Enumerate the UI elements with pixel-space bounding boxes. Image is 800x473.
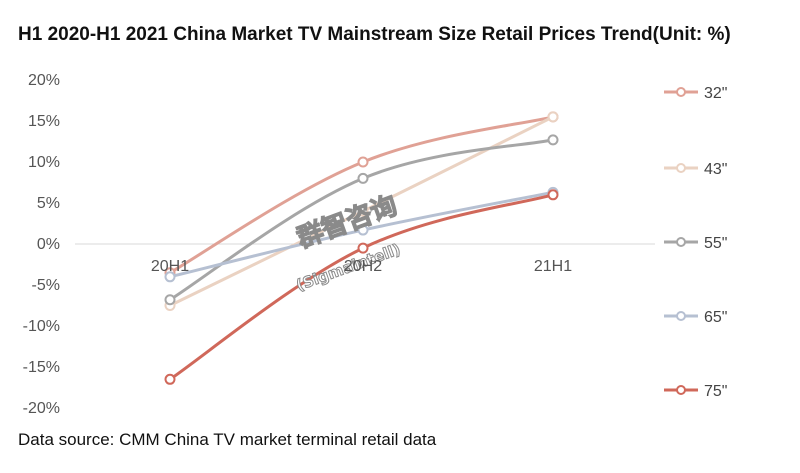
y-tick-label: 5% xyxy=(37,195,60,212)
data-point xyxy=(357,156,369,168)
legend-label: 43" xyxy=(704,161,727,178)
y-tick-label: 10% xyxy=(28,154,60,171)
series-5 xyxy=(164,189,559,385)
series-lines xyxy=(164,111,559,385)
y-tick-label: 15% xyxy=(28,113,60,130)
data-point xyxy=(164,294,176,306)
source-note: Data source: CMM China TV market termina… xyxy=(18,430,437,449)
x-tick-label: 20H2 xyxy=(344,258,382,275)
legend-item: 43" xyxy=(664,161,727,178)
y-tick-label: -5% xyxy=(32,277,60,294)
x-tick-label: 21H1 xyxy=(534,258,572,275)
legend-swatch-marker xyxy=(676,311,686,321)
legend-item: 32" xyxy=(664,85,727,102)
legend: 32" 43" 55" 65" 75" xyxy=(664,85,727,400)
legend-label: 55" xyxy=(704,235,727,252)
data-point xyxy=(357,172,369,184)
legend-swatch-marker xyxy=(676,87,686,97)
legend-item: 55" xyxy=(664,235,727,252)
data-point xyxy=(547,189,559,201)
series-3 xyxy=(164,134,559,306)
y-axis-ticks: 20% 15% 10% 5% 0% -5% -10% -15% -20% xyxy=(23,72,60,417)
data-point xyxy=(547,111,559,123)
legend-item: 65" xyxy=(664,309,727,326)
y-tick-label: 20% xyxy=(28,72,60,89)
data-point xyxy=(547,134,559,146)
legend-swatch-marker xyxy=(676,385,686,395)
data-point xyxy=(164,271,176,283)
legend-swatch-marker xyxy=(676,237,686,247)
legend-item: 75" xyxy=(664,383,727,400)
data-point xyxy=(357,224,369,236)
legend-label: 75" xyxy=(704,383,727,400)
data-point xyxy=(357,242,369,254)
x-axis-labels: 20H1 20H2 21H1 xyxy=(151,258,572,275)
x-tick-label: 20H1 xyxy=(151,258,189,275)
y-tick-label: -15% xyxy=(23,359,60,376)
y-tick-label: 0% xyxy=(37,236,60,253)
chart-title: H1 2020-H1 2021 China Market TV Mainstre… xyxy=(18,24,731,45)
data-point xyxy=(164,373,176,385)
legend-swatch-marker xyxy=(676,163,686,173)
legend-label: 65" xyxy=(704,309,727,326)
y-tick-label: -10% xyxy=(23,318,60,335)
series-2 xyxy=(164,111,559,311)
y-tick-label: -20% xyxy=(23,400,60,417)
legend-label: 32" xyxy=(704,85,727,102)
data-point xyxy=(357,205,369,217)
